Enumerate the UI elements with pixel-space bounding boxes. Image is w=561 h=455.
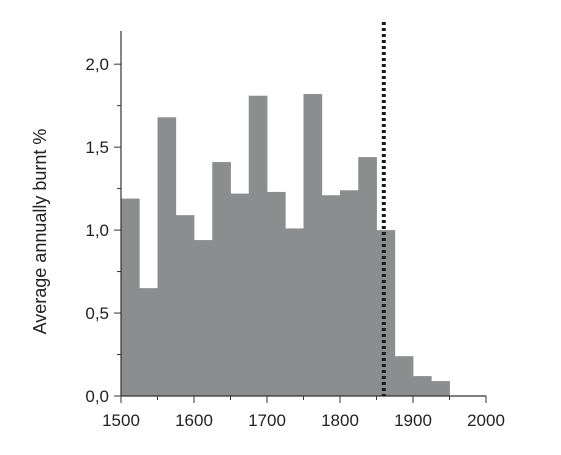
- bar-1675: [248, 95, 268, 397]
- bar-1575: [175, 215, 195, 396]
- bars-group: [121, 94, 450, 397]
- bar-1750: [303, 94, 323, 396]
- bar-1775: [321, 195, 341, 396]
- y-tick-label: 2,0: [85, 55, 109, 74]
- x-tick-label: 1700: [248, 411, 286, 430]
- bar-1525: [139, 288, 158, 396]
- bar-1725: [285, 228, 304, 396]
- bar-1825: [358, 157, 377, 396]
- bar-1875: [394, 356, 414, 396]
- bar-1700: [267, 191, 286, 396]
- x-tick-label: 1600: [175, 411, 213, 430]
- y-tick-label: 1,5: [85, 138, 109, 157]
- bar-1850: [376, 230, 396, 396]
- x-tick-label: 2000: [467, 411, 505, 430]
- bar-1650: [230, 193, 250, 396]
- y-axis-title: Average annually burnt %: [30, 129, 50, 335]
- bar-1900: [413, 376, 432, 396]
- x-tick-label: 1800: [321, 411, 359, 430]
- y-tick-label: 1,0: [85, 221, 109, 240]
- y-tick-label: 0,5: [85, 304, 109, 323]
- y-ticks-group: 0,0 0,5 1,0 1,5 2,0: [85, 55, 121, 406]
- x-ticks-group: 1500 1600 1700 1800 1900 2000: [102, 396, 505, 430]
- bar-1925: [431, 381, 450, 396]
- x-tick-label: 1900: [394, 411, 432, 430]
- bar-1600: [194, 240, 213, 396]
- bar-1800: [340, 190, 359, 396]
- x-tick-label: 1500: [102, 411, 140, 430]
- y-tick-label: 0,0: [85, 387, 109, 406]
- bar-1550: [157, 117, 177, 396]
- bar-1625: [212, 162, 231, 396]
- bar-1500: [121, 198, 140, 396]
